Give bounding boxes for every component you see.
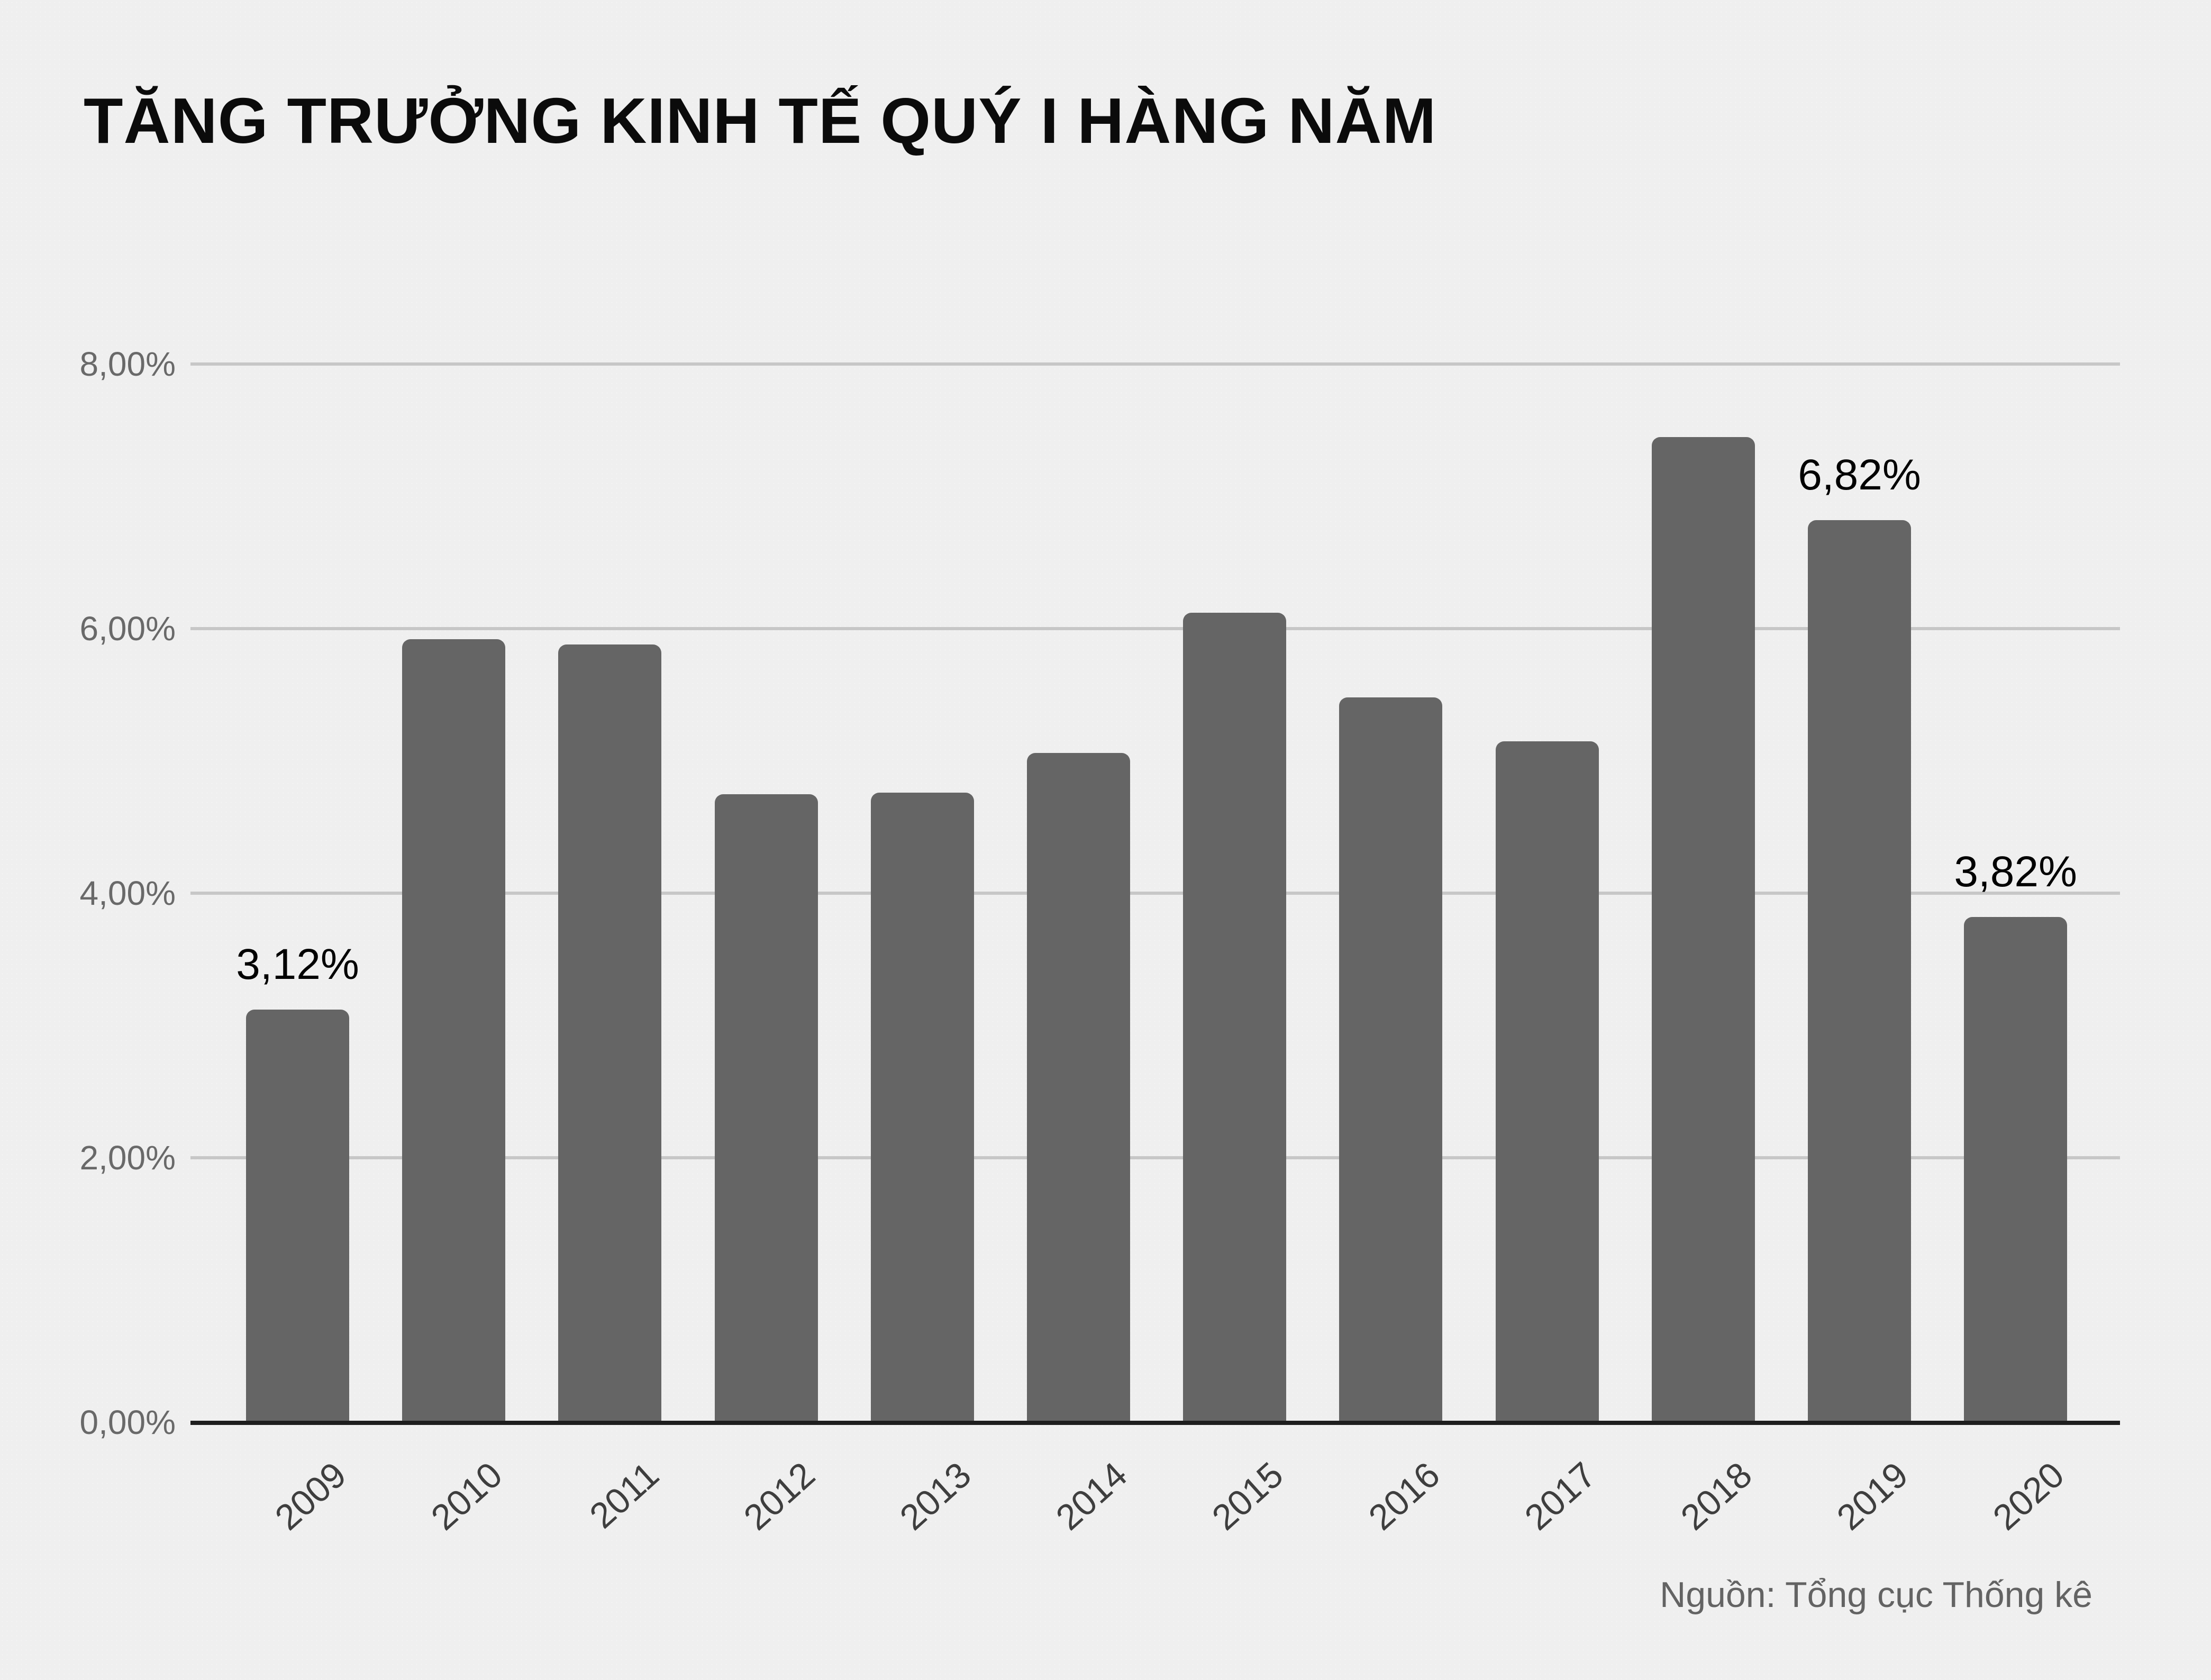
bar bbox=[1808, 520, 1911, 1422]
y-axis-tick-label: 2,00% bbox=[79, 1139, 176, 1177]
x-axis-year-label: 2014 bbox=[1048, 1454, 1135, 1538]
y-axis-tick-label: 4,00% bbox=[79, 874, 176, 912]
x-axis-baseline bbox=[190, 1421, 2120, 1425]
x-axis-year-label: 2019 bbox=[1829, 1454, 1916, 1538]
bar-value-label: 6,82% bbox=[1798, 451, 1921, 499]
x-axis-year-label: 2010 bbox=[423, 1454, 511, 1538]
x-axis-year-label: 2020 bbox=[1985, 1454, 2072, 1538]
bar bbox=[870, 793, 974, 1422]
y-axis-tick-label: 8,00% bbox=[79, 345, 176, 383]
bar bbox=[1495, 741, 1599, 1422]
bar bbox=[1183, 613, 1287, 1422]
bar bbox=[1651, 437, 1755, 1422]
bar bbox=[714, 794, 818, 1422]
bar bbox=[1027, 753, 1130, 1422]
x-axis-year-label: 2011 bbox=[581, 1454, 667, 1537]
gridline bbox=[190, 362, 2120, 366]
x-axis-year-label: 2017 bbox=[1517, 1454, 1604, 1538]
bar-value-label: 3,82% bbox=[1954, 848, 2077, 896]
source-credit: Nguồn: Tổng cục Thống kê bbox=[1660, 1575, 2092, 1615]
x-axis-year-label: 2009 bbox=[267, 1454, 354, 1538]
bar bbox=[402, 639, 506, 1422]
x-axis-year-label: 2012 bbox=[736, 1454, 823, 1538]
bar bbox=[1339, 697, 1443, 1422]
bar bbox=[558, 644, 662, 1422]
gridline bbox=[190, 627, 2120, 630]
x-axis-year-label: 2016 bbox=[1361, 1454, 1448, 1538]
chart-title: TĂNG TRƯỞNG KINH TẾ QUÝ I HÀNG NĂM bbox=[84, 85, 1437, 157]
bar-value-label: 3,12% bbox=[236, 940, 359, 988]
gridline bbox=[190, 1156, 2120, 1159]
x-axis-year-label: 2013 bbox=[892, 1454, 979, 1538]
gridline bbox=[190, 892, 2120, 895]
bar bbox=[1964, 917, 2068, 1422]
bar bbox=[246, 1010, 349, 1422]
y-axis-tick-label: 0,00% bbox=[79, 1403, 176, 1441]
x-axis-year-label: 2015 bbox=[1204, 1454, 1291, 1538]
y-axis-tick-label: 6,00% bbox=[79, 610, 176, 648]
x-axis-year-label: 2018 bbox=[1673, 1454, 1760, 1538]
